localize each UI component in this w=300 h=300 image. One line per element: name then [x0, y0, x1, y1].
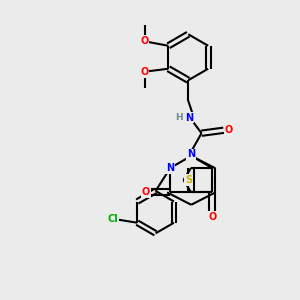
Text: O: O — [140, 36, 148, 46]
Text: S: S — [185, 175, 192, 185]
Text: N: N — [187, 149, 195, 159]
Text: N: N — [185, 112, 193, 123]
Text: N: N — [166, 163, 174, 173]
Text: Cl: Cl — [107, 214, 118, 224]
Text: O: O — [142, 187, 150, 197]
Text: H: H — [175, 112, 182, 122]
Text: O: O — [208, 212, 216, 221]
Text: O: O — [225, 125, 233, 135]
Text: O: O — [140, 67, 148, 77]
